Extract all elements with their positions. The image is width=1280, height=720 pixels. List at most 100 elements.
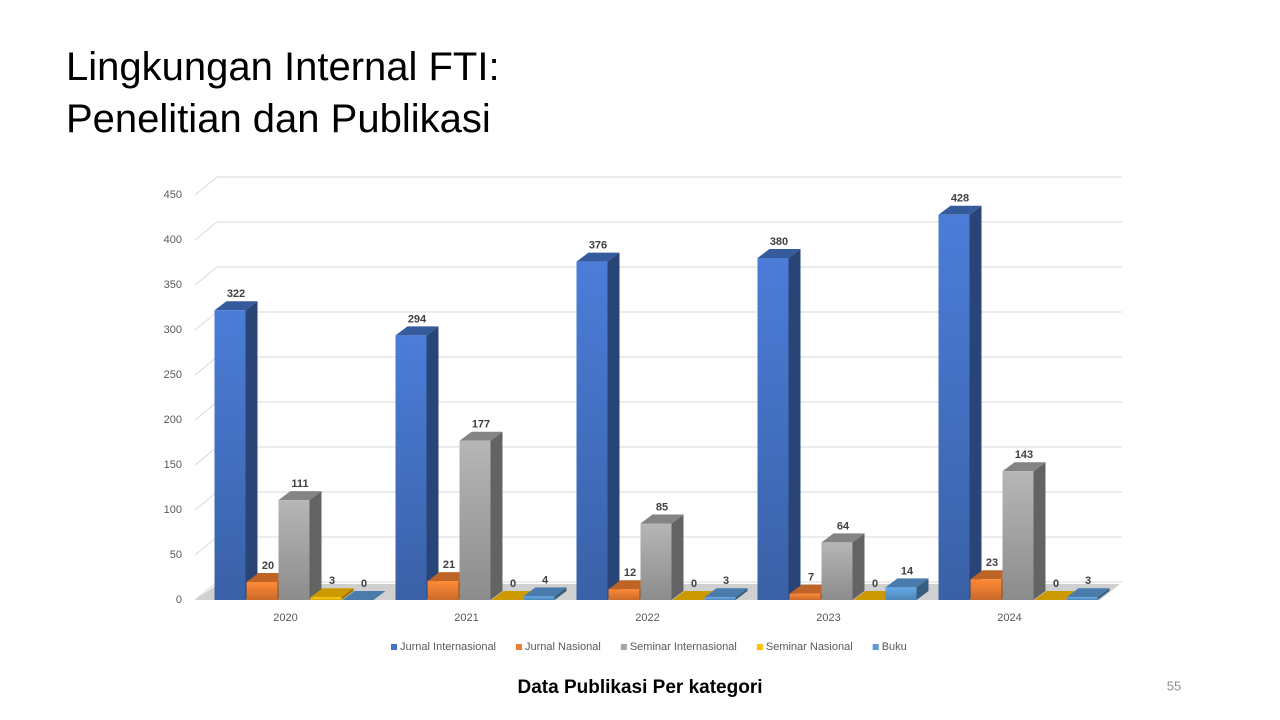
grid-line [194,311,1122,331]
bar-top [459,431,503,441]
bar-top [821,533,865,543]
bar [821,542,853,600]
grid-line [194,446,1122,466]
legend-label: Jurnal Internasional [400,641,496,653]
bar-side [341,588,354,600]
value-label: 85 [656,501,668,513]
title-line: Penelitian dan Publikasi [66,97,491,141]
x-tick-label: 2024 [997,612,1021,624]
bar-top [214,301,258,311]
y-tick-label: 200 [164,414,182,426]
grid-line [194,401,1122,421]
bar [278,500,310,600]
bar [1002,471,1034,600]
bar [576,261,608,600]
bar-top [1002,462,1046,472]
bar-top [1066,588,1110,598]
y-tick-label: 0 [176,594,182,606]
bar-side [309,491,322,600]
bar-side [852,533,865,600]
caption: Data Publikasi Per kategori [518,677,763,698]
bar-top [310,588,354,598]
bar [970,579,1002,600]
bar-top [704,588,748,598]
page-number: 55 [1167,678,1181,693]
value-label: 21 [443,559,455,571]
bar-side [554,587,567,600]
bar-side [1097,588,1110,600]
x-tick-label: 2022 [635,612,659,624]
legend-swatch [620,644,627,650]
value-label: 0 [1053,578,1059,590]
x-tick-label: 2020 [273,612,297,624]
bar [246,582,278,600]
title-line: Lingkungan Internal FTI: [66,45,500,89]
bar-top [278,491,322,501]
legend-swatch [391,644,397,650]
y-tick-label: 100 [164,504,182,516]
bar [459,440,491,600]
bar-top [395,326,439,336]
y-tick-label: 400 [164,234,182,246]
value-label: 177 [472,419,490,431]
value-label: 3 [329,575,335,587]
value-label: 23 [986,557,998,569]
value-label: 3 [723,575,729,587]
value-label: 14 [901,565,914,577]
legend-swatch [756,644,763,650]
y-tick-label: 150 [164,459,182,471]
bar-side [426,326,439,600]
y-tick-label: 450 [164,189,182,201]
bar-side [490,431,503,600]
legend-label: Seminar Nasional [766,641,853,653]
bar-top [342,591,386,600]
grid-line [194,221,1122,241]
value-label: 143 [1015,449,1033,461]
bar [1066,597,1098,600]
value-label: 4 [542,574,549,586]
bar-side [969,205,982,601]
bar-side [671,514,684,600]
value-label: 0 [361,578,367,590]
bar [214,310,246,600]
bar-top [523,587,567,597]
bar [885,587,917,600]
bar-top [640,514,684,524]
value-label: 12 [624,567,636,579]
y-tick-label: 50 [170,549,182,561]
value-label: 64 [837,520,850,532]
bar [310,597,342,600]
bar [395,335,427,600]
value-label: 322 [227,288,245,300]
grid-line [194,356,1122,376]
bar-side [788,249,801,600]
bar [523,596,555,600]
value-label: 0 [872,578,878,590]
bar [427,581,459,600]
value-label: 0 [691,578,697,590]
legend: Jurnal Internasional Jurnal Nasional Semin… [391,641,907,653]
bar-top [938,205,982,215]
value-label: 7 [808,572,814,584]
value-label: 3 [1085,575,1091,587]
value-label: 294 [408,313,427,325]
x-tick-label: 2023 [816,612,840,624]
bar-side [735,588,748,600]
bar-side [607,252,620,600]
bar [789,593,821,600]
grid-line [194,176,1122,196]
legend-label: Jurnal Nasional [525,641,601,653]
bar [608,589,640,600]
bar-side [245,301,258,600]
legend-label: Buku [882,641,907,653]
bar [757,258,789,600]
grid-line [194,266,1122,286]
y-tick-label: 250 [164,369,182,381]
bar-side [916,578,929,600]
bar [640,523,672,600]
value-label: 20 [262,560,274,572]
value-label: 376 [589,240,607,252]
legend-swatch [516,644,523,650]
